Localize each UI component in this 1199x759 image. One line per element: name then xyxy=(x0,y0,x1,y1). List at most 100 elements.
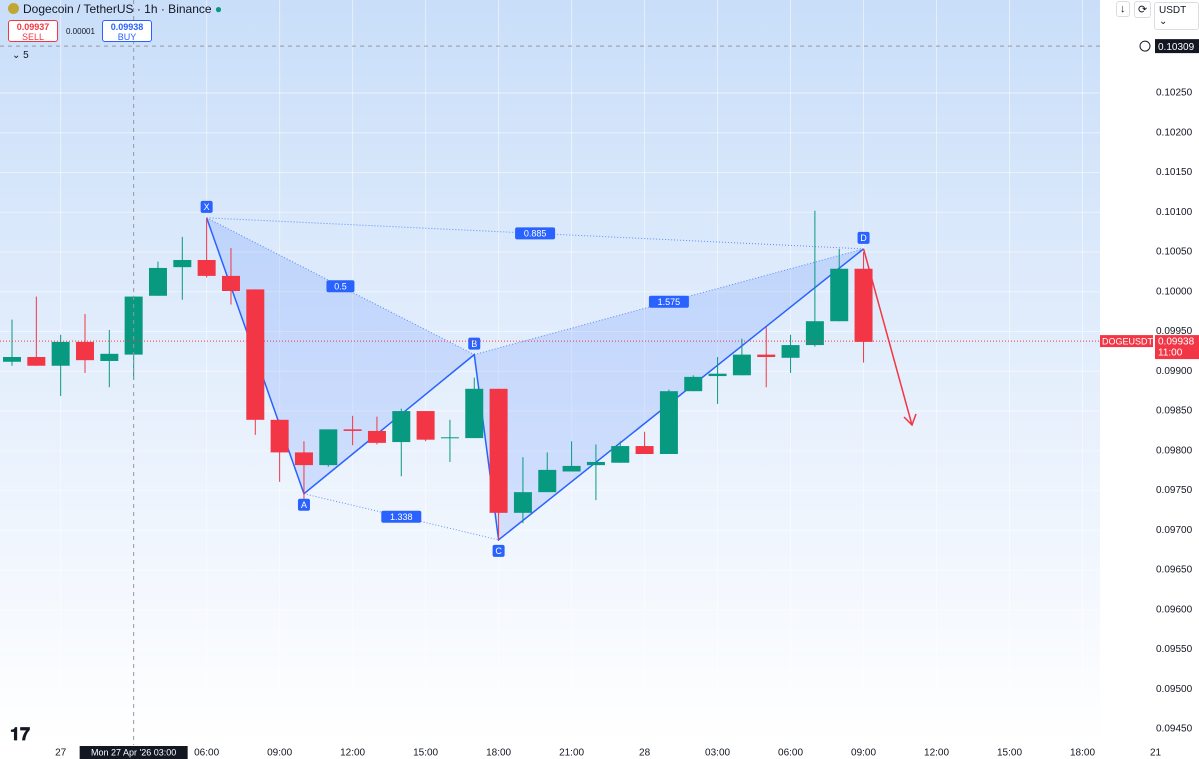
y-tick-label: 0.10200 xyxy=(1156,127,1193,138)
indicators-toggle[interactable]: ⌄ 5 xyxy=(12,50,29,61)
y-tick-label: 0.10250 xyxy=(1156,88,1193,99)
crosshair-time-tag xyxy=(79,746,188,759)
candle-body xyxy=(27,356,46,366)
y-tick-label: 0.10050 xyxy=(1156,247,1193,258)
x-tick-label: 21:00 xyxy=(559,748,584,759)
y-tick-label: 0.10100 xyxy=(1156,207,1193,218)
sell-label: SELL xyxy=(21,32,45,42)
candle-body xyxy=(124,296,143,355)
x-tick-label: 09:00 xyxy=(267,748,292,759)
candle-body xyxy=(197,259,216,276)
y-tick-label: 0.09450 xyxy=(1156,724,1193,735)
point-label: B xyxy=(471,339,477,349)
crosshair-price-tag xyxy=(1155,39,1199,54)
currency-select[interactable]: USDT ⌄ xyxy=(1154,2,1199,30)
x-tick-label: 28 xyxy=(639,748,651,759)
symbol-tag xyxy=(1100,335,1153,348)
price-tag xyxy=(1155,335,1199,360)
candle-body xyxy=(75,341,94,361)
crosshair-add xyxy=(1139,40,1151,52)
candle-body xyxy=(100,353,119,361)
ratio-box xyxy=(381,510,422,523)
point-box xyxy=(297,498,310,511)
candle-body xyxy=(854,268,873,342)
candle-body xyxy=(562,465,581,472)
title: Dogecoin / TetherUS · 1h · Binance xyxy=(23,2,212,16)
y-tick-label: 0.10000 xyxy=(1156,286,1193,297)
x-tick-label: 06:00 xyxy=(778,748,803,759)
candle-body xyxy=(830,268,849,322)
countdown-label: 11:00 xyxy=(1158,348,1183,359)
candle-body xyxy=(367,430,386,443)
y-tick-label: 0.09700 xyxy=(1156,525,1193,536)
candle-body xyxy=(246,289,265,420)
y-tick-label: 0.09900 xyxy=(1156,366,1193,377)
candle-body xyxy=(465,388,484,439)
candle-body xyxy=(343,429,362,431)
candle-body xyxy=(805,321,824,346)
price-scale xyxy=(1100,0,1199,759)
ratio-label: 1.575 xyxy=(658,297,681,307)
scroll-down[interactable]: ↓ xyxy=(1116,1,1130,17)
y-tick-label: 0.09600 xyxy=(1156,604,1193,615)
candle-body xyxy=(319,429,338,466)
candle-body xyxy=(416,411,435,440)
ratio-label: 1.338 xyxy=(390,512,413,522)
sell-price: 0.09937 xyxy=(16,22,50,32)
x-tick-label: 12:00 xyxy=(924,748,949,759)
candle-body xyxy=(270,419,289,453)
y-tick-label: 0.09950 xyxy=(1156,326,1193,337)
y-tick-label: 0.09650 xyxy=(1156,565,1193,576)
point-label: X xyxy=(204,202,210,212)
indicator-count: 5 xyxy=(23,50,29,61)
candle-body xyxy=(732,354,751,376)
candle-body xyxy=(3,356,21,362)
y-tick-label: 0.09800 xyxy=(1156,445,1193,456)
candle-body xyxy=(294,452,313,466)
y-tick-label: 0.09750 xyxy=(1156,485,1193,496)
status-dot: ● xyxy=(214,2,223,16)
y-tick-label: 0.09500 xyxy=(1156,684,1193,695)
candle-body xyxy=(221,275,240,292)
candle-body xyxy=(51,341,70,366)
logo: 𝟏𝟕 xyxy=(10,724,30,744)
ratio-line xyxy=(303,493,499,541)
time-scale xyxy=(0,745,1100,759)
point-box xyxy=(857,231,870,244)
candle-body xyxy=(513,492,532,513)
point-box xyxy=(492,544,505,557)
ratio-box xyxy=(648,295,689,308)
x-tick-label: 12:00 xyxy=(340,748,365,759)
x-tick-label: 27 xyxy=(55,748,67,759)
pattern-fill xyxy=(206,217,475,494)
candle-body xyxy=(684,376,703,392)
crosshair-price: 0.10309 xyxy=(1158,42,1195,53)
x-tick-label: 18:00 xyxy=(1070,748,1095,759)
candle-body xyxy=(611,446,630,463)
point-label: A xyxy=(301,500,307,510)
ratio-box xyxy=(515,227,556,240)
coin-icon xyxy=(8,3,19,14)
currency: USDT xyxy=(1159,5,1187,16)
candle-body xyxy=(781,345,800,358)
x-tick-label: 03:00 xyxy=(705,748,730,759)
y-tick-label: 0.09550 xyxy=(1156,644,1193,655)
buy-price: 0.09938 xyxy=(110,22,144,32)
ratio-label: 0.5 xyxy=(334,282,347,292)
symbol-title[interactable]: Dogecoin / TetherUS · 1h · Binance ● xyxy=(8,2,222,16)
buy-button[interactable]: 0.09938 BUY xyxy=(102,20,152,42)
reset-button[interactable]: ⟳ xyxy=(1134,1,1152,18)
crosshair-time: Mon 27 Apr '26 03:00 xyxy=(91,747,176,757)
x-tick-label: 15:00 xyxy=(413,748,438,759)
x-tick-label: 18:00 xyxy=(486,748,511,759)
buy-label: BUY xyxy=(117,32,137,42)
candle-body xyxy=(392,411,411,443)
sell-button[interactable]: 0.09937 SELL xyxy=(8,20,58,42)
candle-body xyxy=(708,373,727,377)
symbol-label: DOGEUSDT xyxy=(1102,336,1154,346)
x-tick-label: 15:00 xyxy=(997,748,1022,759)
price-label: 0.09938 xyxy=(1158,337,1195,348)
candle-body xyxy=(659,391,678,454)
